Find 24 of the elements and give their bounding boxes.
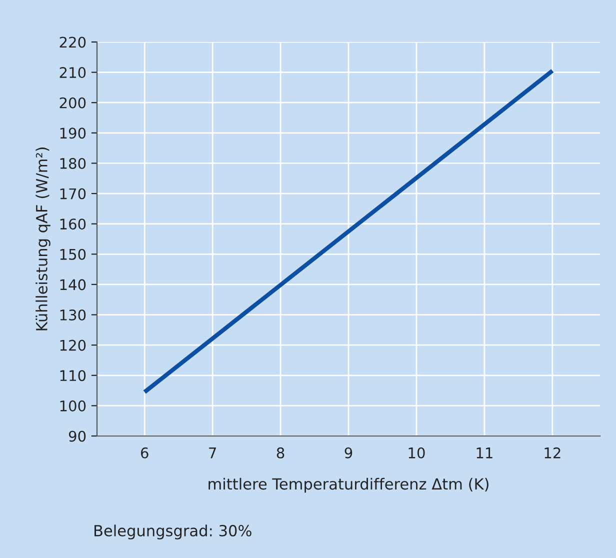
x-tick-label: 8 — [276, 447, 284, 458]
y-tick-label: 200 — [60, 97, 86, 108]
x-tick-label: 6 — [140, 447, 148, 458]
y-tick-label: 110 — [60, 370, 86, 382]
y-tick-label: 180 — [60, 158, 86, 169]
y-tick-label: 160 — [60, 218, 86, 230]
y-tick-label: 100 — [60, 400, 86, 412]
x-axis-title: mittlere Temperaturdifferenz Δtm (K) — [208, 478, 488, 493]
x-tick-label: 9 — [344, 447, 352, 458]
x-tick-label: 10 — [408, 447, 425, 458]
y-tick-label: 90 — [68, 430, 86, 442]
y-tick-label: 150 — [60, 248, 86, 260]
x-tick-label: 12 — [544, 447, 560, 458]
y-tick-label: 210 — [60, 67, 86, 78]
text: Belegungsgrad: 30% — [94, 524, 252, 540]
y-axis-title: Kühlleistung qAF (W/m²) — [36, 148, 50, 330]
x-tick-label: 7 — [209, 448, 216, 458]
y-tick-label: 190 — [60, 128, 86, 139]
x-tick-label: 11 — [476, 448, 492, 458]
y-tick-label: 130 — [60, 309, 86, 321]
y-tick-label: 140 — [60, 279, 86, 290]
y-tick-label: 120 — [60, 340, 86, 351]
y-tick-label: 220 — [60, 36, 86, 48]
y-tick-label: 170 — [60, 188, 86, 200]
